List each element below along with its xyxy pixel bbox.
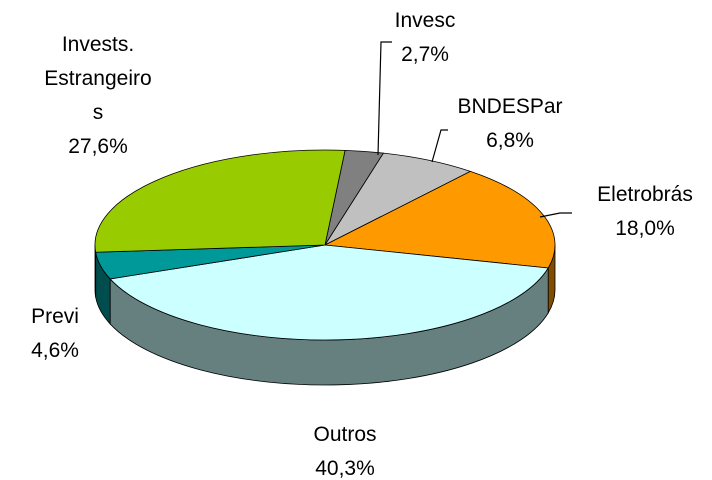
slice-value-label: 2,7%	[401, 43, 449, 66]
slice-label: Invests. Estrangeiros	[44, 33, 152, 124]
slice-label: Invesc	[394, 9, 456, 32]
slice-value-label: 40,3%	[315, 457, 375, 480]
leader-line	[539, 212, 572, 218]
leader-line	[377, 41, 392, 156]
slice-value-label: 6,8%	[486, 129, 534, 152]
slice-value-label: 18,0%	[615, 217, 675, 240]
leader-line	[431, 129, 448, 163]
slice-label: Eletrobrás	[597, 183, 693, 206]
slice-value-label: 4,6%	[31, 339, 79, 362]
slice	[94, 149, 346, 253]
slice-label: Outros	[313, 423, 377, 446]
slice-label: BNDESPar	[457, 95, 563, 118]
slice-label: Previ	[31, 305, 79, 328]
slice-value-label: 27,6%	[68, 135, 128, 158]
slice	[109, 244, 549, 341]
slice	[323, 170, 556, 269]
